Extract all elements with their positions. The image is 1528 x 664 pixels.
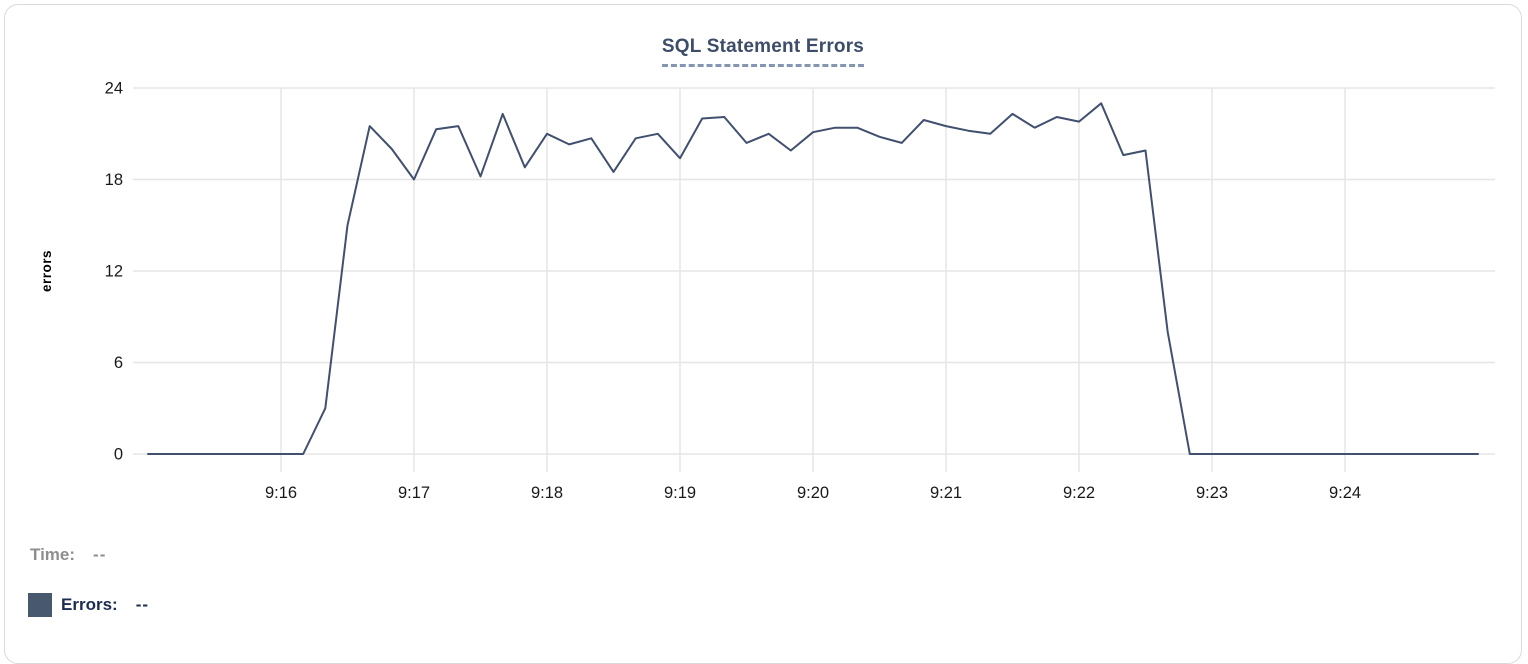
legend-errors-label: Errors: bbox=[61, 595, 118, 614]
svg-text:6: 6 bbox=[114, 354, 123, 372]
tooltip-time-value: -- bbox=[93, 545, 107, 564]
errors-series-line bbox=[147, 102, 1479, 455]
svg-text:9:16: 9:16 bbox=[265, 484, 297, 502]
chart-card: 0 6 12 18 24 9:16 9:17 9:18 9:19 9:20 9:21 9:22 9:23… bbox=[4, 4, 1522, 664]
chart-header: SQL Statement Errors bbox=[5, 36, 1521, 67]
svg-text:9:19: 9:19 bbox=[664, 484, 696, 502]
errors-series-swatch bbox=[28, 593, 52, 617]
y-axis-title: errors bbox=[39, 250, 54, 292]
svg-text:12: 12 bbox=[105, 263, 123, 281]
legend-item-errors[interactable]: Errors: -- bbox=[28, 593, 149, 617]
errors-chart[interactable]: 0 6 12 18 24 9:16 9:17 9:18 9:19 9:20 9:21 9:22 9:23… bbox=[5, 5, 1528, 515]
svg-text:9:21: 9:21 bbox=[930, 484, 962, 502]
chart-title[interactable]: SQL Statement Errors bbox=[661, 36, 865, 67]
tooltip-time-label: Time: bbox=[30, 545, 76, 564]
svg-text:24: 24 bbox=[105, 80, 123, 98]
svg-text:9:18: 9:18 bbox=[531, 484, 563, 502]
y-axis-tick-labels: 0 6 12 18 24 bbox=[105, 80, 123, 464]
svg-text:9:24: 9:24 bbox=[1329, 484, 1361, 502]
svg-text:18: 18 bbox=[105, 171, 123, 189]
tooltip-time-row: Time: -- bbox=[30, 545, 106, 565]
x-axis-tick-labels: 9:16 9:17 9:18 9:19 9:20 9:21 9:22 9:23 9:24 bbox=[265, 484, 1361, 502]
svg-text:9:23: 9:23 bbox=[1196, 484, 1228, 502]
gridlines bbox=[133, 87, 1495, 472]
svg-text:9:20: 9:20 bbox=[797, 484, 829, 502]
svg-text:9:17: 9:17 bbox=[398, 484, 430, 502]
svg-text:9:22: 9:22 bbox=[1063, 484, 1095, 502]
legend-errors-value: -- bbox=[135, 595, 150, 614]
svg-text:0: 0 bbox=[114, 446, 123, 464]
